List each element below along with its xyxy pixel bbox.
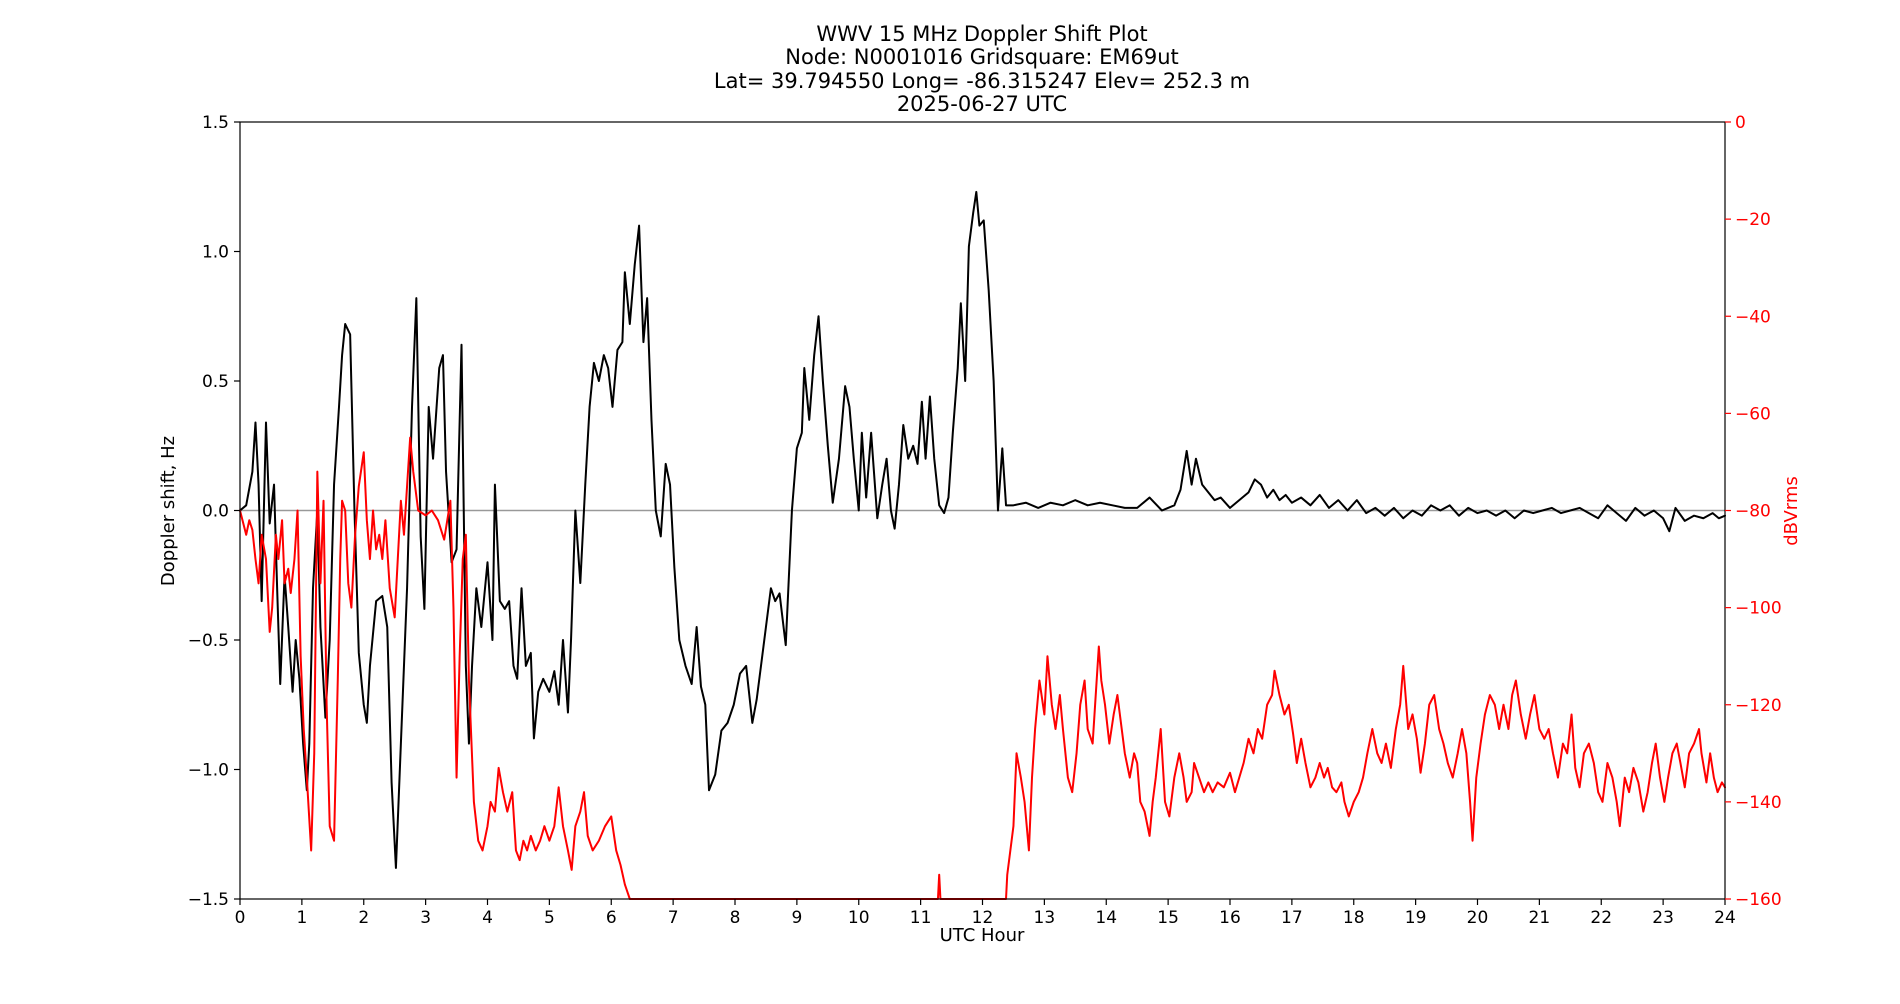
right-y-tick-label-5: −100	[1735, 599, 1782, 619]
right-y-tick-label-2: −40	[1735, 307, 1771, 327]
right-y-tick-label-4: −80	[1735, 502, 1771, 522]
x-tick-label-23: 23	[1652, 908, 1674, 928]
x-axis-label: UTC Hour	[940, 925, 1025, 946]
chart-title-line-3: Lat= 39.794550 Long= -86.315247 Elev= 25…	[714, 69, 1250, 93]
left-y-tick-label-3: 0.0	[202, 502, 229, 522]
x-tick-label-11: 11	[910, 908, 932, 928]
left-axis-label: Doppler shift, Hz	[158, 436, 179, 586]
x-tick-label-13: 13	[1034, 908, 1056, 928]
left-y-tick-label-4: −0.5	[188, 631, 229, 651]
chart-title-line-4: 2025-06-27 UTC	[897, 92, 1067, 116]
x-tick-label-12: 12	[972, 908, 994, 928]
left-y-tick-label-0: 1.5	[202, 113, 229, 133]
x-tick-label-1: 1	[296, 908, 307, 928]
x-tick-label-20: 20	[1467, 908, 1489, 928]
right-y-tick-label-8: −160	[1735, 890, 1782, 910]
x-tick-label-17: 17	[1281, 908, 1303, 928]
right-y-tick-label-7: −140	[1735, 793, 1782, 813]
x-tick-label-15: 15	[1157, 908, 1179, 928]
x-tick-label-21: 21	[1529, 908, 1551, 928]
left-y-tick-label-6: −1.5	[188, 890, 229, 910]
x-tick-label-22: 22	[1590, 908, 1612, 928]
x-tick-label-6: 6	[606, 908, 617, 928]
right-y-tick-label-1: −20	[1735, 210, 1771, 230]
chart-title: WWV 15 MHz Doppler Shift Plot Node: N000…	[714, 22, 1250, 116]
x-tick-label-8: 8	[730, 908, 741, 928]
x-tick-label-4: 4	[482, 908, 493, 928]
x-tick-label-14: 14	[1095, 908, 1117, 928]
x-tick-label-18: 18	[1343, 908, 1365, 928]
right-y-tick-label-0: 0	[1735, 113, 1746, 133]
x-tick-label-9: 9	[791, 908, 802, 928]
x-tick-label-0: 0	[235, 908, 246, 928]
doppler-series-line	[239, 190, 1726, 869]
x-tick-label-19: 19	[1405, 908, 1427, 928]
right-y-tick-label-3: −60	[1735, 404, 1771, 424]
x-tick-label-16: 16	[1219, 908, 1241, 928]
x-tick-label-24: 24	[1714, 908, 1736, 928]
chart-title-line-1: WWV 15 MHz Doppler Shift Plot	[816, 22, 1147, 46]
x-tick-label-7: 7	[668, 908, 679, 928]
x-tick-label-10: 10	[848, 908, 870, 928]
chart-title-line-2: Node: N0001016 Gridsquare: EM69ut	[785, 45, 1178, 69]
x-tick-label-3: 3	[420, 908, 431, 928]
left-y-tick-label-2: 0.5	[202, 372, 229, 392]
x-tick-label-2: 2	[358, 908, 369, 928]
right-axis-label: dBVrms	[1781, 476, 1802, 546]
left-y-tick-label-1: 1.0	[202, 243, 229, 263]
right-y-tick-label-6: −120	[1735, 696, 1782, 716]
power-series-line	[239, 436, 1726, 900]
x-tick-label-5: 5	[544, 908, 555, 928]
left-y-tick-label-5: −1.0	[188, 761, 229, 781]
